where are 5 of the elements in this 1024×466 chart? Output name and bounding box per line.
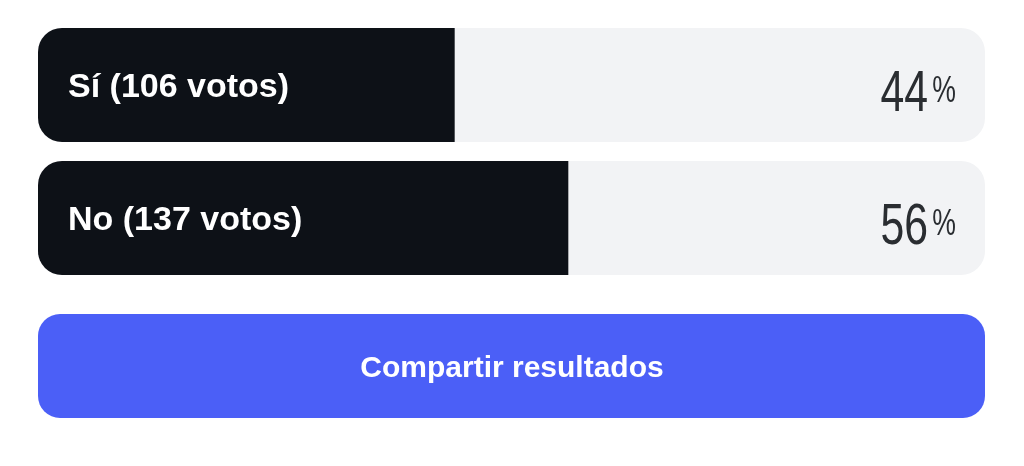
data-label: 44%	[880, 58, 956, 124]
y-tick-label: Sí (106 votos)	[68, 65, 290, 104]
data-label: 56%	[880, 191, 956, 257]
y-tick-label: No (137 votos)	[68, 199, 303, 238]
text: Compartir resultados	[360, 350, 664, 383]
